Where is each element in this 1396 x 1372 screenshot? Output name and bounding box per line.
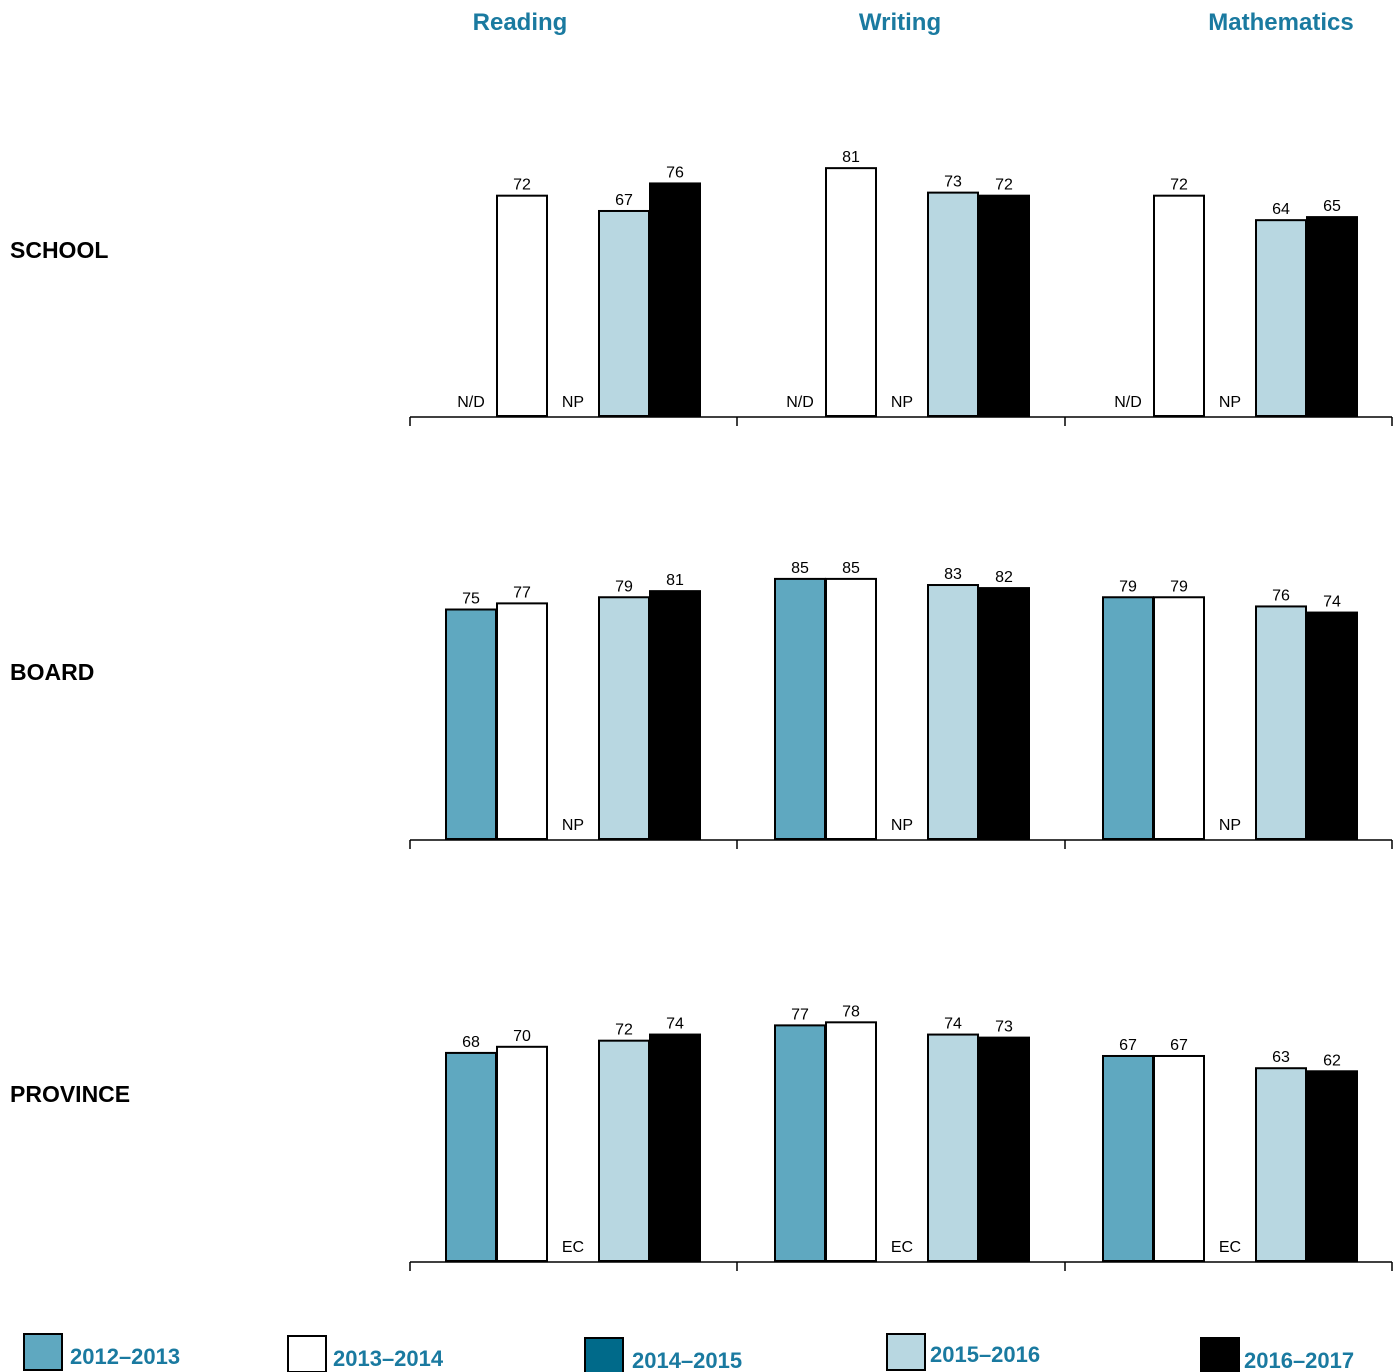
value-label-school-reading-s4: 67: [615, 192, 633, 209]
legend-swatch-4: [886, 1333, 926, 1371]
bar-province-mathematics-s5: [1306, 1070, 1358, 1263]
value-label-province-mathematics-s5: 62: [1323, 1052, 1341, 1069]
bar-board-reading-s1: [445, 608, 497, 840]
value-label-board-mathematics-s2: 79: [1170, 578, 1188, 595]
bar-province-writing-s5: [978, 1036, 1030, 1262]
bar-school-mathematics-s2: [1153, 194, 1205, 417]
value-label-school-reading-s2: 72: [513, 177, 531, 194]
value-label-school-mathematics-s2: 72: [1170, 177, 1188, 194]
note-label-board-mathematics-s3: NP: [1219, 817, 1241, 834]
bar-board-mathematics-s5: [1306, 611, 1358, 840]
value-label-province-reading-s5: 74: [666, 1016, 684, 1033]
value-label-board-writing-s5: 82: [995, 569, 1013, 586]
bar-board-reading-s2: [496, 602, 548, 840]
row-title-board: BOARD: [10, 659, 94, 685]
value-label-board-writing-s1: 85: [791, 560, 809, 577]
row-title-school: SCHOOL: [10, 237, 108, 263]
note-label-province-writing-s3: EC: [891, 1239, 913, 1256]
value-label-province-reading-s2: 70: [513, 1028, 531, 1045]
col-title-mathematics: Mathematics: [1208, 9, 1353, 36]
bar-province-mathematics-s2: [1153, 1054, 1205, 1262]
value-label-board-reading-s5: 81: [666, 572, 684, 589]
bar-province-reading-s4: [598, 1039, 650, 1263]
bar-board-mathematics-s4: [1255, 605, 1307, 840]
bar-province-reading-s5: [649, 1033, 701, 1263]
bar-school-writing-s4: [927, 191, 979, 417]
value-label-board-reading-s4: 79: [615, 578, 633, 595]
bar-school-mathematics-s5: [1306, 216, 1358, 417]
note-label-province-mathematics-s3: EC: [1219, 1239, 1241, 1256]
bar-board-writing-s5: [978, 587, 1030, 841]
bar-school-writing-s5: [978, 194, 1030, 417]
value-label-school-mathematics-s4: 64: [1272, 201, 1290, 218]
legend-swatch-3: [584, 1337, 624, 1372]
value-label-province-reading-s1: 68: [462, 1034, 480, 1051]
col-title-writing: Writing: [859, 9, 941, 36]
value-label-board-reading-s1: 75: [462, 591, 480, 608]
value-label-board-writing-s2: 85: [842, 560, 860, 577]
bar-board-writing-s2: [825, 577, 877, 841]
bar-province-writing-s1: [774, 1024, 826, 1262]
value-label-board-writing-s4: 83: [944, 566, 962, 583]
value-label-province-mathematics-s2: 67: [1170, 1037, 1188, 1054]
value-label-board-mathematics-s4: 76: [1272, 587, 1290, 604]
bar-board-reading-s5: [649, 590, 701, 841]
bar-board-writing-s1: [774, 577, 826, 841]
value-label-province-mathematics-s1: 67: [1119, 1037, 1137, 1054]
note-label-board-writing-s3: NP: [891, 817, 913, 834]
bar-board-reading-s4: [598, 596, 650, 841]
legend-label-2: 2013–2014: [333, 1346, 444, 1371]
value-label-school-writing-s4: 73: [944, 174, 962, 191]
legend-swatch-5: [1200, 1337, 1240, 1372]
note-label-board-reading-s3: NP: [562, 817, 584, 834]
note-label-school-writing-s3: NP: [891, 394, 913, 411]
note-label-school-reading-s3: NP: [562, 394, 584, 411]
note-label-province-reading-s3: EC: [562, 1239, 584, 1256]
bar-province-reading-s1: [445, 1051, 497, 1263]
legend-swatch-2: [287, 1335, 327, 1372]
legend-label-5: 2016–2017: [1244, 1348, 1354, 1372]
value-label-school-writing-s2: 81: [842, 149, 860, 166]
bar-province-writing-s4: [927, 1033, 979, 1263]
value-label-school-reading-s5: 76: [666, 164, 684, 181]
value-label-province-writing-s2: 78: [842, 1003, 860, 1020]
bar-school-reading-s5: [649, 182, 701, 417]
bar-school-writing-s2: [825, 167, 877, 417]
note-label-school-mathematics-s3: NP: [1219, 394, 1241, 411]
legend-label-1: 2012–2013: [70, 1344, 180, 1369]
bar-board-writing-s4: [927, 584, 979, 841]
value-label-province-reading-s4: 72: [615, 1022, 633, 1039]
value-label-school-writing-s5: 72: [995, 177, 1013, 194]
note-label-school-reading-s1: N/D: [457, 394, 485, 411]
note-label-school-mathematics-s1: N/D: [1114, 394, 1142, 411]
bar-board-mathematics-s1: [1102, 596, 1154, 841]
legend-label-3: 2014–2015: [632, 1348, 742, 1372]
legend-label-4: 2015–2016: [930, 1342, 1040, 1367]
value-label-province-writing-s1: 77: [791, 1006, 809, 1023]
legend-swatch-1: [23, 1333, 63, 1371]
value-label-province-mathematics-s4: 63: [1272, 1049, 1290, 1066]
note-label-school-writing-s1: N/D: [786, 394, 814, 411]
value-label-board-mathematics-s1: 79: [1119, 578, 1137, 595]
bar-school-reading-s2: [496, 194, 548, 417]
row-title-province: PROVINCE: [10, 1081, 130, 1107]
value-label-province-writing-s5: 73: [995, 1019, 1013, 1036]
value-label-school-mathematics-s5: 65: [1323, 198, 1341, 215]
value-label-province-writing-s4: 74: [944, 1016, 962, 1033]
bar-province-writing-s2: [825, 1021, 877, 1262]
bar-school-reading-s4: [598, 209, 650, 417]
col-title-reading: Reading: [473, 9, 568, 36]
bar-board-mathematics-s2: [1153, 596, 1205, 841]
value-label-board-reading-s2: 77: [513, 584, 531, 601]
bar-school-mathematics-s4: [1255, 219, 1307, 417]
bar-province-reading-s2: [496, 1045, 548, 1263]
bar-province-mathematics-s1: [1102, 1054, 1154, 1262]
bar-province-mathematics-s4: [1255, 1067, 1307, 1262]
value-label-board-mathematics-s5: 74: [1323, 594, 1341, 611]
